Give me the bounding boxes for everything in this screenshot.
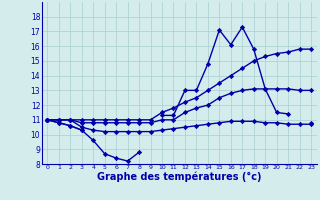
X-axis label: Graphe des températures (°c): Graphe des températures (°c) [97, 172, 261, 182]
